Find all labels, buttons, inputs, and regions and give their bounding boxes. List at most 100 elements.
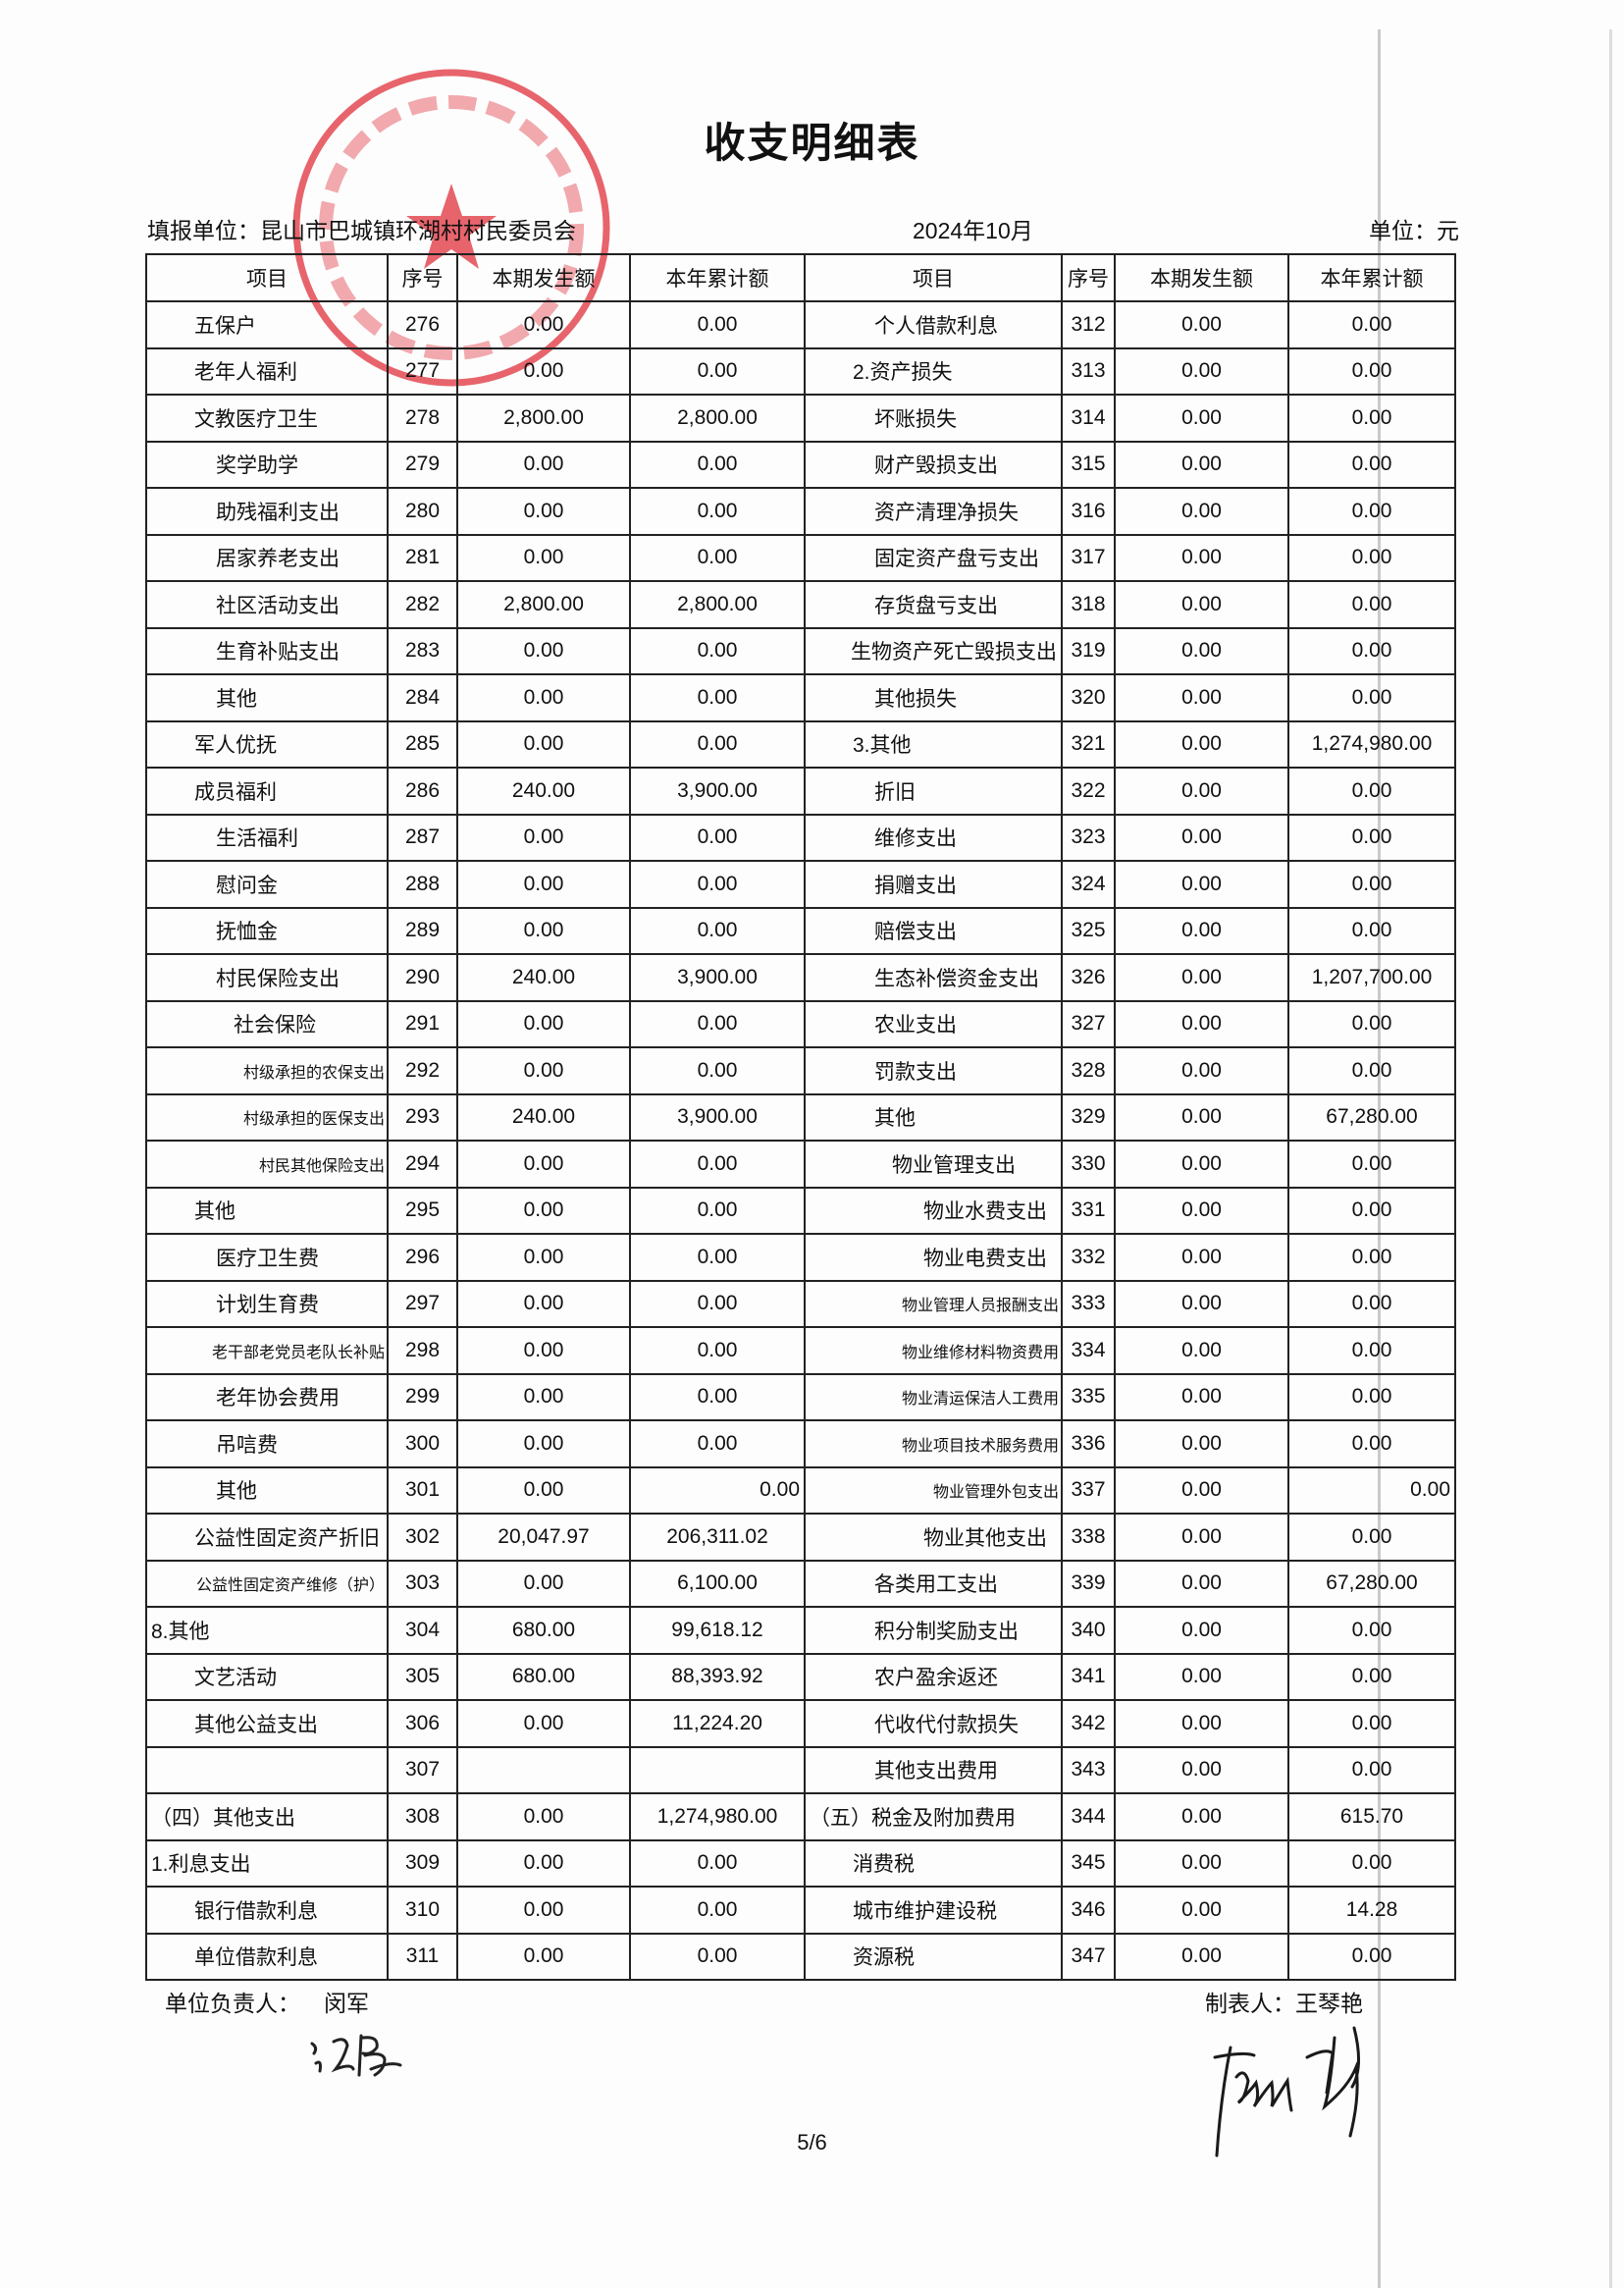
left-ytd-amount-cell: 0.00 [629, 346, 806, 396]
left-current-amount-cell: 240.00 [456, 1092, 631, 1142]
right-current-amount-cell: 0.00 [1114, 1465, 1289, 1515]
right-ytd-amount-cell: 0.00 [1287, 1838, 1456, 1888]
table-row: 吊唁费 300 0.00 0.00 物业项目技术服务费用 336 0.00 0.00 [145, 1419, 1456, 1468]
table-row: 社区活动支出 282 2,800.00 2,800.00 存货盘亏支出 318 0.00 0.… [145, 580, 1456, 629]
right-seq-cell: 316 [1061, 487, 1116, 536]
right-seq-cell: 312 [1061, 300, 1116, 349]
left-item-cell: 村级承担的医保支出 [145, 1092, 389, 1142]
right-seq-cell: 320 [1061, 673, 1116, 722]
left-item-cell: 其他 [145, 1186, 389, 1235]
right-seq-cell: 346 [1061, 1886, 1116, 1935]
table-row: 慰问金 288 0.00 0.00 捐赠支出 324 0.00 0.00 [145, 860, 1456, 909]
right-ytd-amount-cell: 14.28 [1287, 1886, 1456, 1935]
right-seq-cell: 339 [1061, 1559, 1116, 1608]
left-item-cell: 老年协会费用 [145, 1372, 389, 1421]
left-ytd-amount-cell: 206,311.02 [629, 1513, 806, 1562]
left-current-amount-cell: 20,047.97 [456, 1513, 631, 1562]
table-row: 其他 295 0.00 0.00 物业水费支出 331 0.00 0.00 [145, 1186, 1456, 1235]
left-current-amount-cell: 0.00 [456, 1046, 631, 1095]
table-row: 军人优抚 285 0.00 0.00 3.其他 321 0.00 1,274,980.00 [145, 719, 1456, 769]
right-ytd-amount-cell: 0.00 [1287, 487, 1456, 536]
income-expense-table: 项目 序号 本期发生额 本年累计额 项目 序号 本期发生额 本年累计额 五保户 2… [145, 253, 1456, 1981]
header-current: 本期发生额 [456, 253, 631, 302]
right-seq-cell: 341 [1061, 1652, 1116, 1701]
table-row: 公益性固定资产维修（护） 303 0.00 6,100.00 各类用工支出 339 0.00… [145, 1559, 1456, 1608]
left-item-cell: 银行借款利息 [145, 1886, 389, 1935]
right-current-amount-cell: 0.00 [1114, 440, 1289, 489]
left-item-cell: （四）其他支出 [145, 1792, 389, 1841]
table-row: 村民其他保险支出 294 0.00 0.00 物业管理支出 330 0.00 0.00 [145, 1140, 1456, 1189]
right-ytd-amount-cell: 0.00 [1287, 813, 1456, 862]
right-item-cell: 其他支出费用 [804, 1745, 1063, 1794]
left-item-cell: 其他 [145, 1465, 389, 1515]
leader-name: 闵军 [324, 1991, 369, 2016]
left-ytd-amount-cell [629, 1745, 806, 1794]
right-ytd-amount-cell: 0.00 [1287, 394, 1456, 443]
right-seq-cell: 345 [1061, 1838, 1116, 1888]
header-seq: 序号 [387, 253, 458, 302]
right-seq-cell: 314 [1061, 394, 1116, 443]
left-ytd-amount-cell: 0.00 [629, 1233, 806, 1282]
table-row: 1.利息支出 309 0.00 0.00 消费税 345 0.00 0.00 [145, 1838, 1456, 1888]
right-current-amount-cell: 0.00 [1114, 999, 1289, 1048]
right-current-amount-cell: 0.00 [1114, 626, 1289, 675]
table-row: 五保户 276 0.00 0.00 个人借款利息 312 0.00 0.00 [145, 300, 1456, 349]
left-ytd-amount-cell: 0.00 [629, 999, 806, 1048]
table-row: 其他 301 0.00 0.00 物业管理外包支出 337 0.00 0.00 [145, 1465, 1456, 1515]
left-item-cell: 其他 [145, 673, 389, 722]
right-ytd-amount-cell: 0.00 [1287, 1699, 1456, 1748]
left-item-cell: 社会保险 [145, 999, 389, 1048]
left-current-amount-cell: 0.00 [456, 1233, 631, 1282]
right-current-amount-cell: 0.00 [1114, 533, 1289, 582]
right-ytd-amount-cell: 0.00 [1287, 440, 1456, 489]
left-current-amount-cell: 0.00 [456, 1932, 631, 1981]
left-current-amount-cell: 0.00 [456, 906, 631, 955]
left-seq-cell: 288 [387, 860, 458, 909]
left-current-amount-cell: 0.00 [456, 1140, 631, 1189]
left-ytd-amount-cell: 0.00 [629, 1326, 806, 1375]
right-current-amount-cell: 0.00 [1114, 487, 1289, 536]
right-seq-cell: 337 [1061, 1465, 1116, 1515]
left-seq-cell: 284 [387, 673, 458, 722]
right-ytd-amount-cell: 0.00 [1287, 1279, 1456, 1328]
left-seq-cell: 291 [387, 999, 458, 1048]
left-current-amount-cell: 0.00 [456, 346, 631, 396]
right-seq-cell: 317 [1061, 533, 1116, 582]
left-item-cell: 抚恤金 [145, 906, 389, 955]
right-item-cell: 个人借款利息 [804, 300, 1063, 349]
right-ytd-amount-cell: 0.00 [1287, 1140, 1456, 1189]
right-item-cell: 罚款支出 [804, 1046, 1063, 1095]
left-item-cell: 文教医疗卫生 [145, 394, 389, 443]
left-ytd-amount-cell: 0.00 [629, 1279, 806, 1328]
left-current-amount-cell: 0.00 [456, 626, 631, 675]
right-ytd-amount-cell: 0.00 [1287, 1465, 1456, 1515]
left-ytd-amount-cell: 3,900.00 [629, 1092, 806, 1142]
right-current-amount-cell: 0.00 [1114, 1838, 1289, 1888]
left-item-cell [145, 1745, 389, 1794]
right-current-amount-cell: 0.00 [1114, 1186, 1289, 1235]
right-seq-cell: 329 [1061, 1092, 1116, 1142]
right-current-amount-cell: 0.00 [1114, 1326, 1289, 1375]
left-item-cell: 单位借款利息 [145, 1932, 389, 1981]
right-current-amount-cell: 0.00 [1114, 1886, 1289, 1935]
left-ytd-amount-cell: 3,900.00 [629, 767, 806, 816]
right-item-cell: 城市维护建设税 [804, 1886, 1063, 1935]
left-ytd-amount-cell: 0.00 [629, 533, 806, 582]
left-seq-cell: 292 [387, 1046, 458, 1095]
right-ytd-amount-cell: 0.00 [1287, 626, 1456, 675]
right-ytd-amount-cell: 0.00 [1287, 1186, 1456, 1235]
right-current-amount-cell: 0.00 [1114, 1419, 1289, 1468]
right-seq-cell: 321 [1061, 719, 1116, 769]
left-item-cell: 公益性固定资产维修（护） [145, 1559, 389, 1608]
left-seq-cell: 296 [387, 1233, 458, 1282]
left-item-cell: 村民其他保险支出 [145, 1140, 389, 1189]
left-seq-cell: 278 [387, 394, 458, 443]
right-current-amount-cell: 0.00 [1114, 906, 1289, 955]
left-current-amount-cell: 0.00 [456, 1886, 631, 1935]
right-ytd-amount-cell: 0.00 [1287, 1606, 1456, 1655]
right-seq-cell: 347 [1061, 1932, 1116, 1981]
left-item-cell: 其他公益支出 [145, 1699, 389, 1748]
table-row: 成员福利 286 240.00 3,900.00 折旧 322 0.00 0.00 [145, 767, 1456, 816]
table-row: 老年人福利 277 0.00 0.00 2.资产损失 313 0.00 0.00 [145, 346, 1456, 396]
